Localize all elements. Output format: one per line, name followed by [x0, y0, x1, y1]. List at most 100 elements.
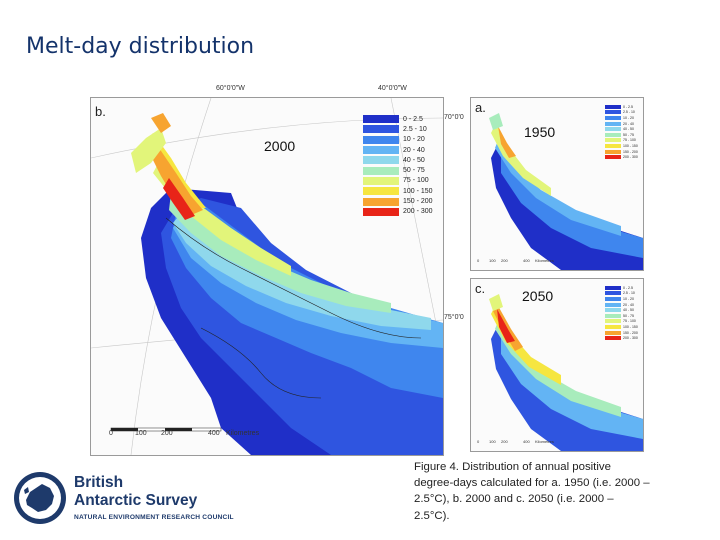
legend-swatch [363, 197, 399, 206]
legend-row: 200 - 300 [605, 154, 643, 160]
legend-row: 50 - 75 [605, 132, 643, 138]
year-label-b: 2000 [264, 138, 296, 154]
legend-label: 50 - 75 [623, 313, 634, 318]
panel-letter-b: b. [95, 104, 106, 119]
legend-row: 10 - 20 [605, 115, 643, 121]
year-label-c: 2050 [522, 288, 554, 304]
legend-row: 20 - 40 [605, 302, 643, 308]
legend-label: 100 - 150 [623, 143, 638, 148]
scalebar-labels: 0 100 200 400 Kilometres [109, 430, 279, 440]
legend-swatch [605, 127, 621, 132]
legend-row: 100 - 150 [605, 324, 643, 330]
scalebar-tick: 400 [523, 258, 530, 263]
legend-swatch [605, 285, 621, 290]
legend-row: 0 - 2.5 [363, 114, 443, 124]
legend-swatch [605, 313, 621, 318]
scalebar-tick: 0 [477, 258, 480, 263]
scalebar-unit: Kilometres [535, 439, 554, 444]
scalebar-b [110, 427, 222, 432]
legend-swatch [605, 115, 621, 120]
legend-row: 100 - 150 [363, 186, 443, 196]
legend-row: 75 - 100 [605, 319, 643, 325]
bas-logo: British Antarctic Survey NATURAL ENVIRON… [12, 470, 252, 526]
coord-lat-1: 70°0'0 [444, 114, 464, 121]
legend-row: 200 - 300 [605, 335, 643, 341]
logo-text-line2: Antarctic Survey [74, 492, 198, 509]
legend-label: 100 - 150 [623, 324, 638, 329]
legend-label: 200 - 300 [403, 208, 433, 216]
legend-swatch [605, 155, 621, 160]
scalebar-tick: 100 [489, 439, 496, 444]
legend-row: 2.5 - 10 [605, 110, 643, 116]
legend-row: 50 - 75 [363, 165, 443, 175]
legend-row: 50 - 75 [605, 313, 643, 319]
legend-row: 0 - 2.5 [605, 104, 643, 110]
legend-swatch [363, 187, 399, 196]
legend-label: 10 - 20 [623, 296, 634, 301]
legend-row: 75 - 100 [363, 176, 443, 186]
legend-swatch [605, 319, 621, 324]
scalebar-tick: 100 [489, 258, 496, 263]
legend-b: 0 - 2.5 2.5 - 10 10 - 20 20 - 40 40 - 50… [363, 114, 443, 217]
legend-row: 2.5 - 10 [605, 291, 643, 297]
legend-row: 2.5 - 10 [363, 124, 443, 134]
legend-row: 20 - 40 [605, 121, 643, 127]
scalebar-tick: 200 [501, 258, 508, 263]
legend-row: 40 - 50 [605, 307, 643, 313]
legend-swatch [605, 291, 621, 296]
legend-label: 200 - 300 [623, 336, 638, 341]
scalebar-tick: 200 [501, 439, 508, 444]
legend-label: 20 - 40 [623, 302, 634, 307]
panel-letter-a: a. [475, 100, 486, 115]
map-b-graphic [91, 98, 443, 455]
legend-swatch [363, 166, 399, 175]
legend-swatch [363, 135, 399, 144]
legend-label: 10 - 20 [623, 115, 634, 120]
legend-a: 0 - 2.5 2.5 - 10 10 - 20 20 - 40 40 - 50… [605, 104, 643, 160]
scalebar-tick: 400 [523, 439, 530, 444]
legend-label: 150 - 200 [623, 330, 638, 335]
legend-swatch [605, 138, 621, 143]
legend-label: 200 - 300 [623, 155, 638, 160]
figure-caption: Figure 4. Distribution of annual positiv… [414, 461, 650, 522]
legend-label: 50 - 75 [403, 167, 425, 175]
legend-label: 2.5 - 10 [623, 110, 635, 115]
legend-label: 75 - 100 [403, 177, 429, 185]
scalebar-tick: 200 [161, 430, 173, 437]
legend-row: 40 - 50 [363, 155, 443, 165]
coord-lat-2: 75°0'0 [444, 314, 464, 321]
legend-row: 10 - 20 [605, 296, 643, 302]
legend-swatch [605, 324, 621, 329]
legend-swatch [605, 296, 621, 301]
legend-label: 0 - 2.5 [403, 115, 423, 123]
legend-swatch [363, 125, 399, 134]
legend-swatch [363, 146, 399, 155]
legend-swatch [363, 156, 399, 165]
legend-label: 20 - 40 [403, 146, 425, 154]
legend-label: 40 - 50 [623, 127, 634, 132]
legend-label: 2.5 - 10 [403, 125, 427, 133]
legend-label: 150 - 200 [403, 198, 433, 206]
slide-title: Melt-day distribution [26, 34, 255, 59]
panel-letter-c: c. [475, 281, 486, 296]
logo-text-line3: NATURAL ENVIRONMENT RESEARCH COUNCIL [74, 514, 234, 521]
legend-label: 150 - 200 [623, 149, 638, 154]
legend-row: 10 - 20 [363, 135, 443, 145]
legend-row: 150 - 200 [605, 149, 643, 155]
legend-row: 150 - 200 [605, 330, 643, 336]
legend-label: 100 - 150 [403, 187, 433, 195]
legend-label: 0 - 2.5 [623, 104, 633, 109]
scalebar-a: 0 100 200 400 Kilometres [477, 258, 577, 266]
legend-label: 0 - 2.5 [623, 285, 633, 290]
scalebar-c: 0 100 200 400 Kilometres [477, 439, 577, 447]
scalebar-unit: Kilometres [226, 430, 260, 437]
legend-swatch [605, 121, 621, 126]
legend-row: 150 - 200 [363, 196, 443, 206]
legend-row: 20 - 40 [363, 145, 443, 155]
scalebar-tick: 100 [135, 430, 147, 437]
coord-lon-1: 60°0'0"W [216, 85, 245, 92]
map-a-graphic [489, 113, 643, 270]
legend-row: 40 - 50 [605, 126, 643, 132]
legend-row: 75 - 100 [605, 138, 643, 144]
scalebar-unit: Kilometres [535, 258, 554, 263]
